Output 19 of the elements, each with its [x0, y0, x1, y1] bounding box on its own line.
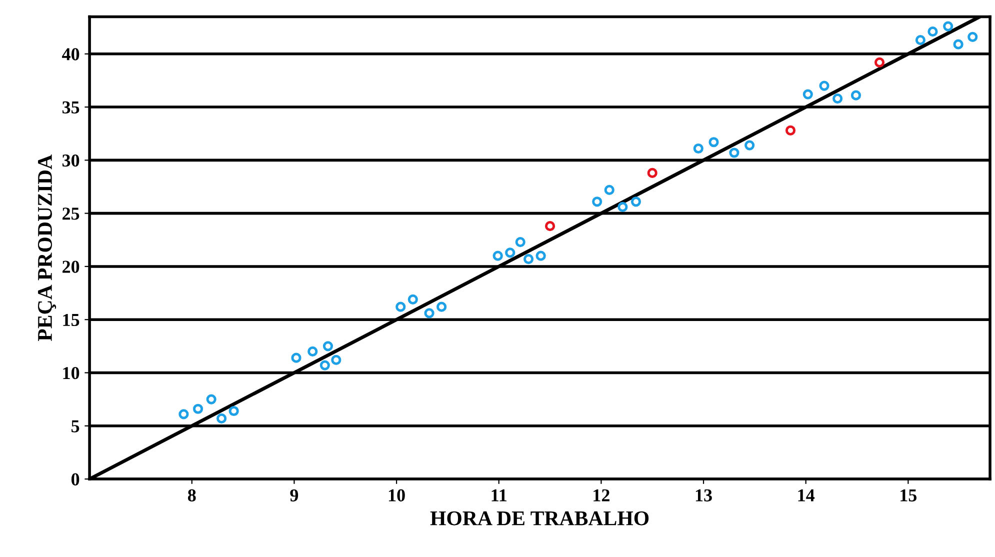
x-tick-label: 15: [900, 489, 917, 502]
y-tick-label: 25: [62, 208, 80, 220]
x-tick-label: 10: [388, 489, 405, 502]
y-tick-label: 10: [63, 367, 80, 380]
y-axis-title: PEÇA PRODUZIDA: [38, 154, 56, 341]
x-tick-label: 14: [798, 489, 815, 502]
x-tick-label: 11: [492, 489, 506, 502]
y-tick-label: 30: [62, 154, 80, 167]
x-tick-label: 9: [290, 489, 298, 502]
x-tick-label: 12: [594, 489, 610, 502]
y-tick-label: 5: [72, 420, 80, 432]
y-tick-label: 0: [71, 473, 80, 486]
y-tick-label: 20: [62, 260, 80, 273]
x-tick-label: 13: [696, 489, 712, 502]
y-tick-label: 40: [62, 48, 80, 60]
y-tick-label: 35: [62, 101, 80, 114]
x-tick-label: 8: [188, 489, 196, 502]
x-axis-title: HORA DE TRABALHO: [430, 511, 649, 526]
y-tick-label: 15: [63, 314, 80, 326]
